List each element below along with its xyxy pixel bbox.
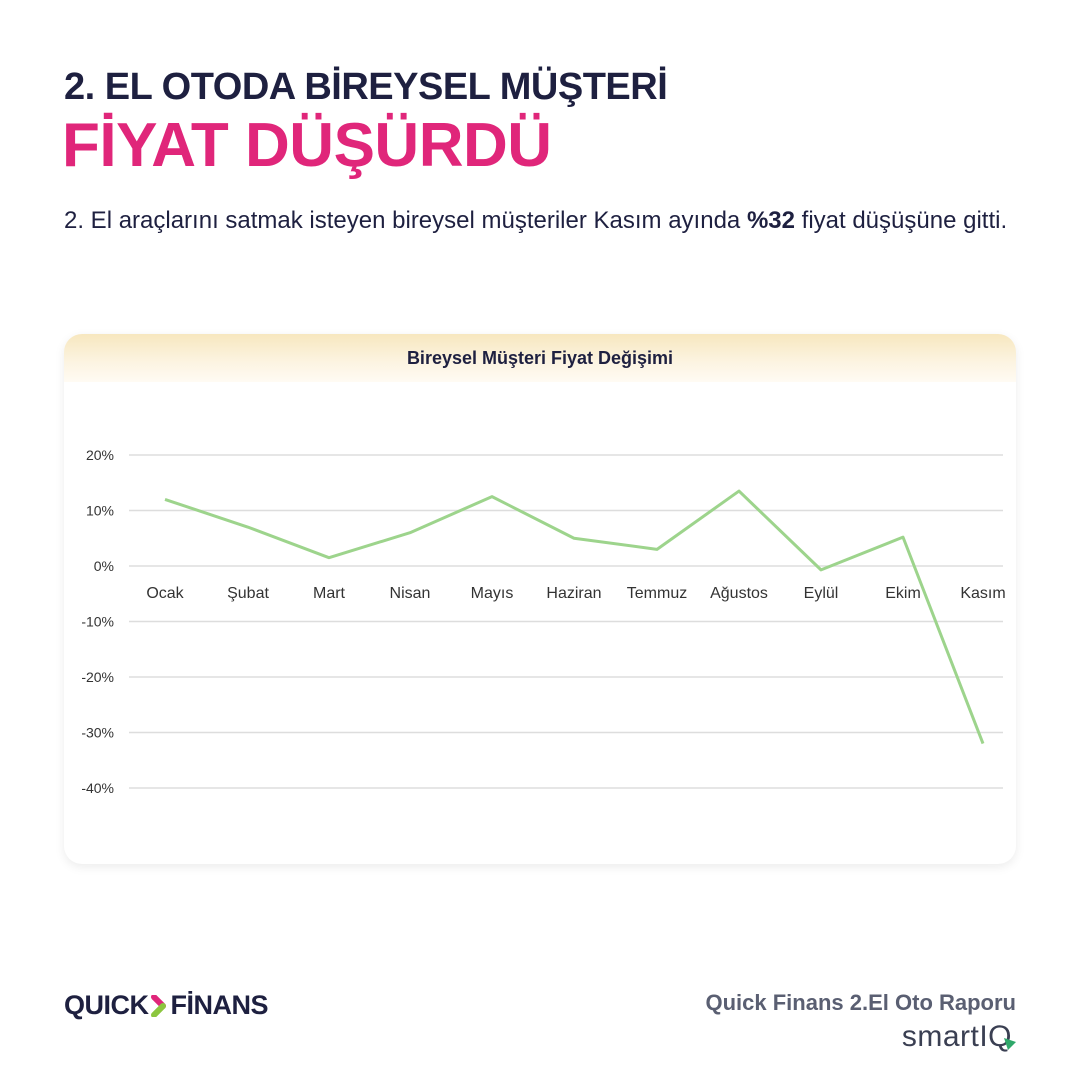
x-tick-label: Şubat — [227, 585, 269, 602]
y-tick-label: 20% — [86, 447, 114, 463]
line-chart: 20% 10% 0% -10% -20% -30% -40% Ocak Şubat Mart Nis… — [81, 447, 1005, 796]
x-tick-label: Mayıs — [471, 585, 514, 602]
logo-text-right: FİNANS — [170, 990, 269, 1020]
smartiq-triangle-icon — [1004, 1038, 1016, 1050]
x-tick-label: Temmuz — [627, 585, 687, 602]
logo-arrow-icon — [150, 994, 166, 1017]
headline-line-2: FİYAT DÜŞÜRDÜ — [62, 111, 552, 180]
x-tick-label: Haziran — [546, 585, 601, 602]
lead-paragraph: 2. El araçlarını satmak isteyen bireysel… — [64, 202, 1024, 240]
y-tick-label: -40% — [81, 780, 114, 796]
report-title: Quick Finans 2.El Oto Raporu — [705, 990, 1017, 1015]
x-tick-label: Ocak — [146, 585, 184, 602]
lead-highlight: %32 — [746, 207, 795, 234]
smartiq-text: smartIQ — [901, 1020, 1012, 1053]
quick-finans-logo: QUICK FİNANS — [64, 990, 268, 1021]
x-tick-label: Mart — [313, 585, 346, 602]
x-tick-label: Ağustos — [710, 585, 768, 602]
lead-text-end: fiyat düşüşüne gitti. — [794, 207, 1008, 234]
y-tick-label: -30% — [81, 725, 114, 741]
x-tick-label: Nisan — [390, 585, 431, 602]
logo-text-left: QUICK — [64, 990, 149, 1020]
lead-text: 2. El araçlarını satmak isteyen bireysel… — [64, 207, 747, 234]
chart-card: Bireysel Müşteri Fiyat Değişimi 20% 10% 0%… — [64, 334, 1016, 864]
series-line — [164, 489, 985, 745]
y-tick-label: -20% — [81, 669, 114, 685]
chart-header: Bireysel Müşteri Fiyat Değişimi — [64, 334, 1016, 382]
y-tick-label: 0% — [94, 558, 114, 574]
x-tick-label: Eylül — [804, 585, 839, 602]
x-tick-label: Kasım — [960, 585, 1005, 602]
y-tick-label: 10% — [86, 503, 114, 519]
smartiq-logo: smartIQ — [902, 1020, 1016, 1054]
headline-line-1: 2. EL OTODA BİREYSEL MÜŞTERİ — [64, 66, 668, 108]
chart-title: Bireysel Müşteri Fiyat Değişimi — [406, 347, 674, 368]
x-tick-label: Ekim — [885, 585, 921, 602]
y-tick-label: -10% — [81, 614, 114, 630]
